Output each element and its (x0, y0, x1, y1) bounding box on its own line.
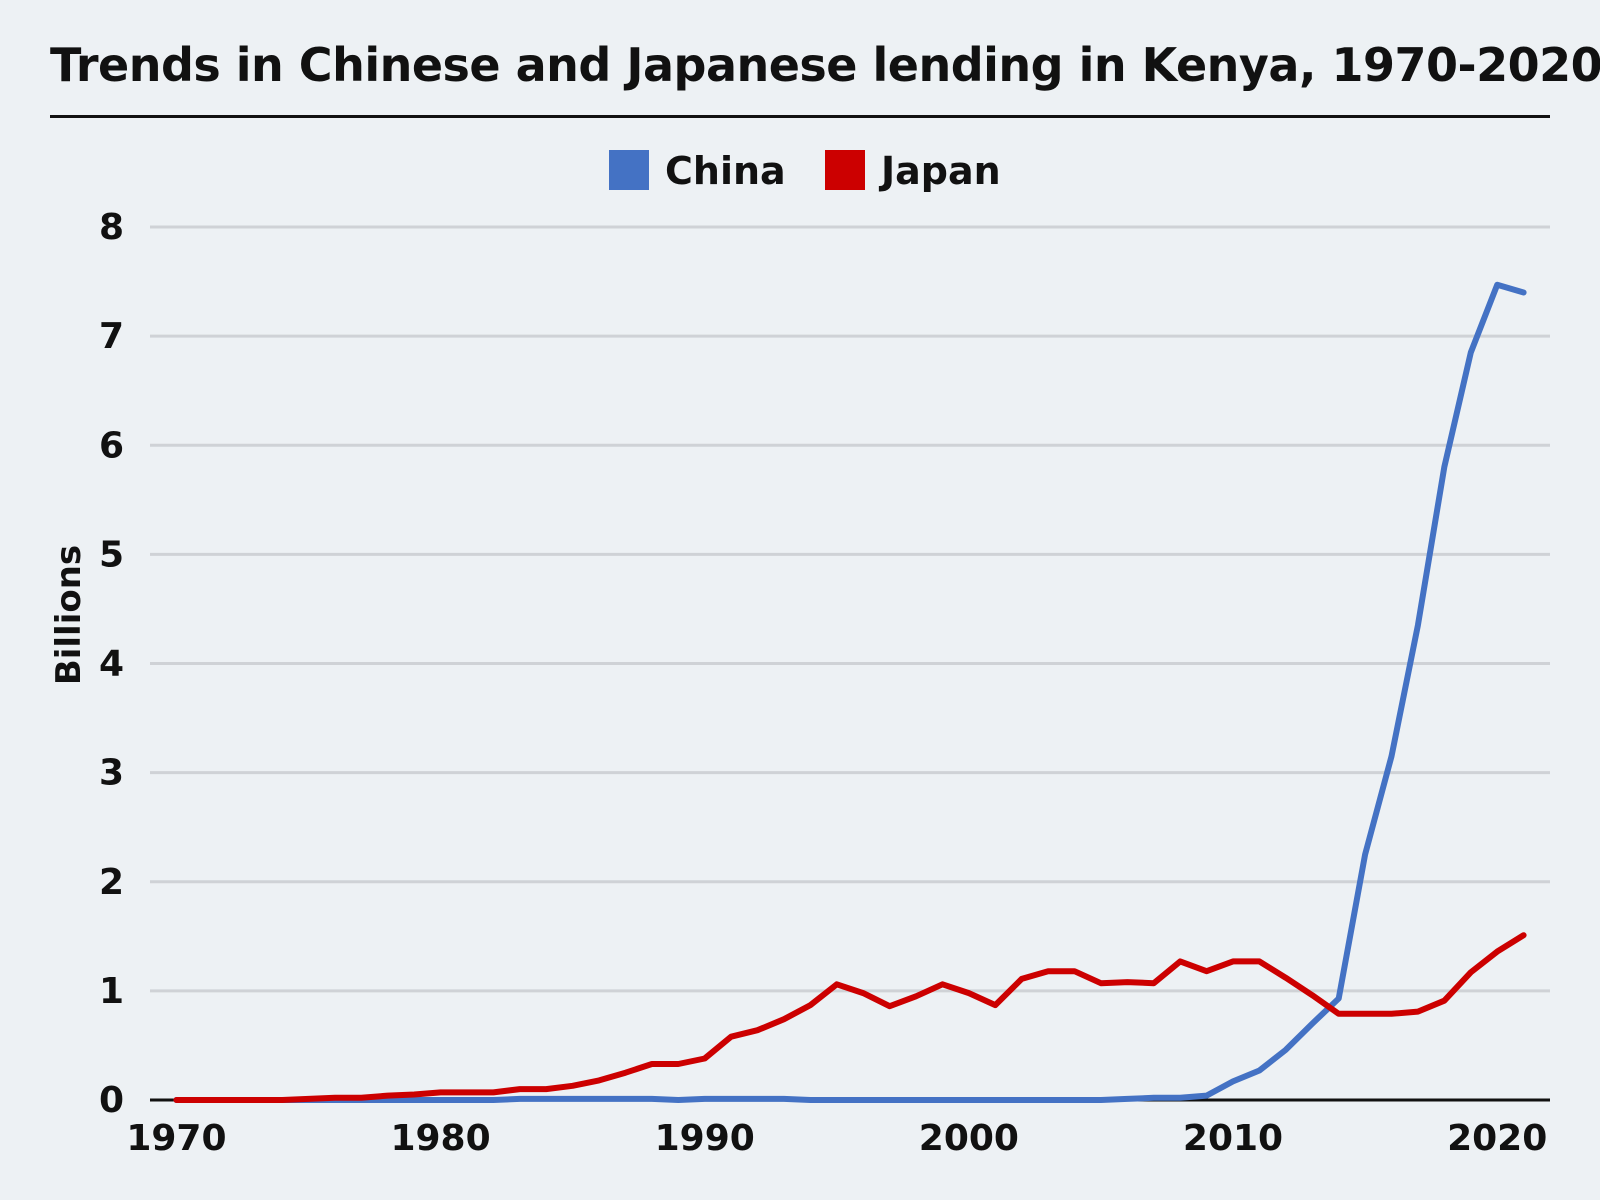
legend-swatch-japan (825, 150, 865, 190)
y-tick-label: 7 (99, 316, 124, 357)
y-tick-label: 2 (99, 862, 124, 903)
x-tick-label: 2010 (1183, 1118, 1283, 1159)
y-tick-label: 6 (99, 425, 124, 466)
y-tick-label: 0 (99, 1080, 124, 1121)
series-line-japan (173, 932, 1527, 1103)
y-tick-label: 3 (99, 753, 124, 794)
chart-title: Trends in Chinese and Japanese lending i… (50, 38, 1600, 92)
legend: China Japan (609, 149, 1001, 193)
x-tick-label: 2000 (919, 1118, 1019, 1159)
x-tick-label: 1970 (126, 1118, 226, 1159)
legend-label-japan: Japan (878, 149, 1001, 193)
title-rule (50, 115, 1550, 118)
series-line-china (173, 281, 1527, 1103)
legend-label-china: China (665, 149, 786, 193)
y-axis-ticks: 0 1 2 3 4 5 6 7 8 (99, 207, 124, 1121)
y-tick-label: 5 (99, 534, 124, 575)
x-tick-label: 1990 (655, 1118, 755, 1159)
x-axis-ticks: 1970 1980 1990 2000 2010 2020 (126, 1118, 1547, 1159)
x-tick-label: 1980 (390, 1118, 490, 1159)
y-axis-label: Billions (49, 545, 89, 685)
series-lines (173, 281, 1527, 1103)
x-tick-label: 2020 (1447, 1118, 1547, 1159)
y-tick-label: 1 (99, 971, 124, 1012)
y-tick-label: 8 (99, 207, 124, 248)
gridlines (150, 225, 1550, 993)
legend-swatch-china (609, 150, 649, 190)
y-tick-label: 4 (99, 644, 124, 685)
